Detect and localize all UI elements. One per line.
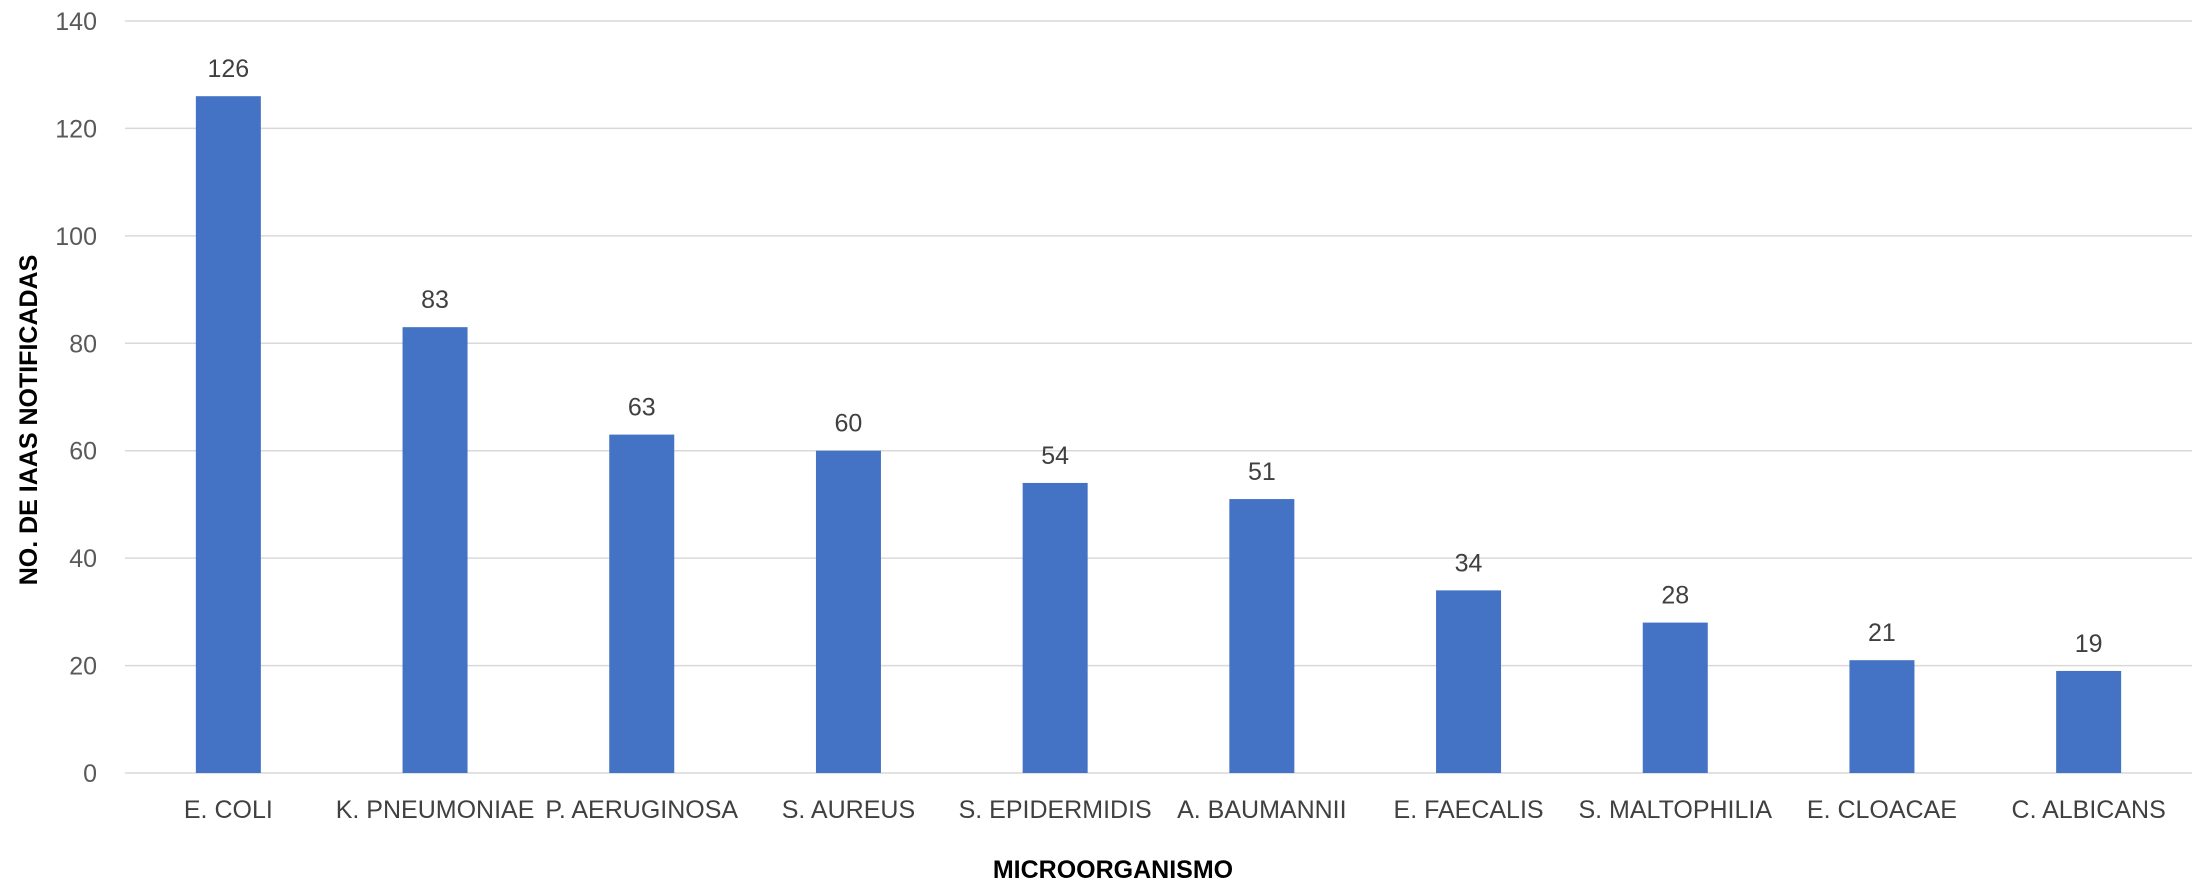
x-tick-label: P. AERUGINOSA xyxy=(545,796,738,824)
bar-value-label: 34 xyxy=(1455,549,1483,577)
bar-value-label: 19 xyxy=(2075,630,2103,658)
y-tick-label: 120 xyxy=(55,115,97,143)
bar xyxy=(402,327,468,773)
x-tick-label: S. EPIDERMIDIS xyxy=(959,796,1152,824)
bar xyxy=(1022,482,1088,773)
data-labels: 126 83 63 60 54 51 34 28 21 19 xyxy=(207,55,2102,658)
y-tick-label: 60 xyxy=(69,438,97,466)
x-tick-label: E. FAECALIS xyxy=(1394,796,1544,824)
bar-value-label: 28 xyxy=(1661,582,1689,610)
bar xyxy=(815,450,881,773)
x-tick-label: C. ALBICANS xyxy=(2012,796,2166,824)
bar xyxy=(2056,670,2122,773)
y-axis-title: NO. DE IAAS NOTIFICADAS xyxy=(15,255,43,586)
x-tick-label: S. AUREUS xyxy=(782,796,915,824)
y-axis-ticks: 0 20 40 60 80 100 120 140 xyxy=(55,8,97,788)
x-tick-label: S. MALTOPHILIA xyxy=(1578,796,1772,824)
y-tick-label: 140 xyxy=(55,8,97,36)
bar xyxy=(195,96,261,773)
bar-value-label: 54 xyxy=(1041,442,1069,470)
bar xyxy=(1642,622,1708,773)
y-tick-label: 80 xyxy=(69,330,97,358)
bar-value-label: 63 xyxy=(628,394,656,422)
bar-value-label: 83 xyxy=(421,286,449,314)
x-tick-label: E. COLI xyxy=(184,796,273,824)
bars xyxy=(195,96,2122,773)
bar xyxy=(1849,660,1915,773)
x-axis-ticks: E. COLI K. PNEUMONIAE P. AERUGINOSA S. AURE… xyxy=(184,796,2166,824)
x-tick-label: A. BAUMANNII xyxy=(1177,796,1346,824)
bar-value-label: 126 xyxy=(207,55,249,83)
bar xyxy=(1229,499,1295,773)
x-tick-label: K. PNEUMONIAE xyxy=(336,796,535,824)
bar-value-label: 51 xyxy=(1248,458,1276,486)
y-tick-label: 100 xyxy=(55,223,97,251)
gridlines xyxy=(125,20,2192,774)
y-tick-label: 20 xyxy=(69,653,97,681)
y-tick-label: 40 xyxy=(69,545,97,573)
bar-value-label: 21 xyxy=(1868,619,1896,647)
x-tick-label: E. CLOACAE xyxy=(1807,796,1957,824)
bar xyxy=(1436,590,1502,773)
bar-value-label: 60 xyxy=(835,410,863,438)
y-tick-label: 0 xyxy=(83,760,97,788)
bar xyxy=(609,434,675,773)
x-axis-title: MICROORGANISMO xyxy=(993,856,1233,882)
